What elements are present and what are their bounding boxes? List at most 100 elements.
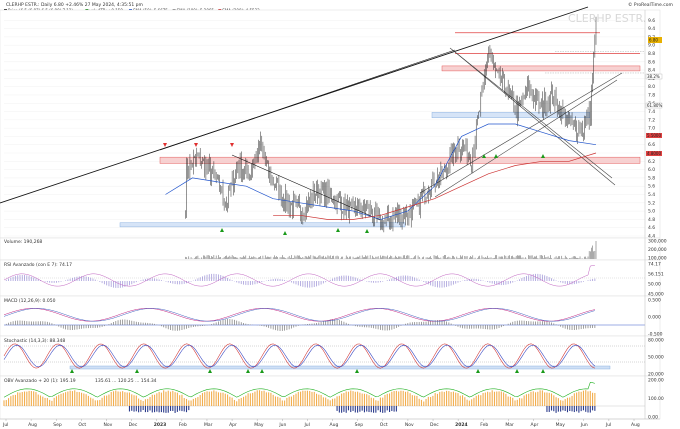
panel-tick-rsi: 56.151 (648, 272, 664, 278)
obv-values: 135.61 ... 120.25 ... 154.34 (95, 378, 157, 384)
x-tick-label: Sep (355, 422, 364, 428)
x-tick-label: 2024 (455, 422, 468, 428)
x-tick-label: Feb (480, 422, 488, 428)
x-tick-label: May (556, 422, 566, 428)
panel-tick-stoch: 50.000 (648, 355, 664, 361)
fib-382-tag (645, 73, 663, 80)
panel-tick-rsi: 45.000 (648, 292, 664, 298)
price-tick: 6.0 (648, 167, 655, 173)
x-tick-label: 2023 (154, 422, 167, 428)
price-tick: 4.6 (648, 225, 655, 231)
volume-bars (185, 241, 597, 259)
x-tick-label: Dec (129, 422, 138, 428)
stoch-panel (0, 335, 661, 377)
price-tick: 5.2 (648, 200, 655, 206)
x-tick-label: Jul (303, 422, 309, 428)
x-tick-label: Jun (580, 422, 588, 428)
watermark: CLERHP ESTR. (568, 12, 646, 25)
x-tick-label: Dec (430, 422, 439, 428)
chart-title: CLERHP ESTR.: Daily 6.80 +2.46% 27 May 2… (6, 2, 143, 8)
price-tick: 4.4 (648, 234, 655, 240)
macd-panel (0, 295, 661, 337)
zone-box (431, 112, 591, 119)
panel-tick-volume: 100,000 (648, 256, 667, 262)
obv-label: OBV Avanzado + 20 (1): 195.19 (4, 378, 76, 384)
macd-label: MACD (12,26,9): 0.050 (4, 298, 56, 304)
x-tick-label: Apr (229, 422, 237, 428)
price-tick: 9.4 (648, 26, 655, 32)
x-tick-label: Oct (78, 422, 86, 428)
price-series (185, 16, 597, 233)
buy-arrow (482, 154, 486, 158)
stochastic-series (3, 343, 645, 373)
stoch-buy-arrow (135, 369, 139, 373)
panel-tick-rsi: 50.00 (648, 282, 661, 288)
macd-signal (3, 308, 595, 322)
trendline (159, 49, 456, 151)
price-tick: 9.0 (648, 43, 655, 49)
brand-label: © ProRealTime.com (628, 1, 673, 8)
stoch-zone (69, 365, 611, 370)
level-tag-box (646, 133, 662, 138)
price-tick: 5.6 (648, 184, 655, 190)
x-tick-label: Jul (605, 422, 611, 428)
sma-line-2 (273, 152, 597, 220)
x-tick-label: Jul (2, 422, 8, 428)
zone-box (159, 156, 641, 164)
buy-arrow (494, 154, 498, 158)
price-tick: 7.0 (648, 126, 655, 132)
price-panel (0, 9, 661, 239)
stoch-buy-arrow (246, 369, 250, 373)
zone-box (119, 222, 406, 228)
stoch-buy-arrow (355, 369, 359, 373)
x-tick-label: Jun (278, 422, 286, 428)
moving-averages (165, 123, 597, 220)
obv-line (3, 381, 595, 398)
grid (4, 20, 645, 237)
x-tick-label: Mar (204, 422, 213, 428)
price-tick: 8.0 (648, 84, 655, 90)
panel-tick-macd: 0.500 (648, 298, 661, 304)
sell-arrow (194, 143, 198, 147)
trendline (0, 6, 589, 204)
x-tick-label: Nov (103, 422, 112, 428)
trendline (454, 51, 616, 186)
stoch-buy-arrow (541, 369, 545, 373)
x-axis: Jul Aug Sep Oct Nov Dec 2023 Feb Mar Apr May Jun Jul… (2, 419, 640, 428)
stoch-buy-arrow (260, 369, 264, 373)
price-tick: 7.2 (648, 117, 655, 123)
panel-tick-macd: 0.000 (648, 315, 661, 321)
volume-label: Volume: 190,268 (4, 239, 42, 245)
x-tick-label: Nov (405, 422, 414, 428)
stoch-label: Stochastic (14,3,3): 88.348 (4, 338, 65, 344)
price-tick: 8.8 (648, 51, 655, 57)
x-tick-label: Aug (28, 422, 37, 428)
x-tick-label: Feb (179, 422, 187, 428)
buy-arrow (283, 231, 287, 235)
rsi-series (3, 265, 645, 288)
price-tick: 6.2 (648, 159, 655, 165)
price-tick: 7.4 (648, 109, 655, 115)
support-resistance-zones (119, 32, 645, 228)
level-tag-2: 4.8000 (647, 151, 661, 156)
price-tick: 5.0 (648, 209, 655, 215)
panel-tick-volume: 300,000 (648, 239, 667, 245)
stoch-k (3, 343, 596, 369)
sell-arrow (230, 143, 234, 147)
x-tick-label: Aug (330, 422, 339, 428)
panel-tick-obv: 200.00 (648, 378, 664, 384)
obv-panel (0, 375, 661, 420)
macd-line (3, 308, 595, 322)
price-tick: 5.4 (648, 192, 655, 198)
x-tick-label: Aug (631, 422, 640, 428)
panel-tick-rsi: 74.17 (648, 262, 661, 268)
sell-arrow (163, 143, 167, 147)
sma-line-1 (165, 123, 597, 220)
price-tick: 4.8 (648, 217, 655, 223)
price-tick: 5.8 (648, 175, 655, 181)
stoch-buy-arrow (208, 369, 212, 373)
x-tick-label: May (254, 422, 264, 428)
current-price-tag (648, 37, 662, 43)
fib-382-label: 38.2% (647, 74, 660, 79)
